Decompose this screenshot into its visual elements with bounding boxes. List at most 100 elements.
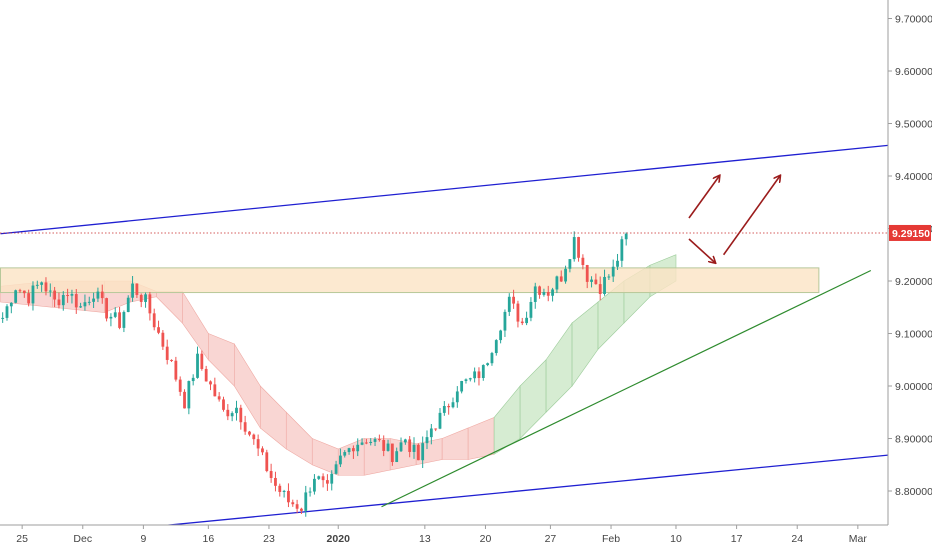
candle [170,359,173,362]
ichimoku-cloud-segment [260,385,287,450]
candle [399,437,403,452]
x-tick-label: 25 [16,533,28,545]
candle [187,380,191,415]
candle-body [122,312,126,328]
candle [421,436,425,469]
candle-body [598,284,602,294]
candle [5,304,9,321]
candle-body [235,407,238,414]
candle [447,403,451,415]
ichimoku-cloud-segment [493,385,521,455]
candle-body [624,233,628,240]
resistance-zone [0,267,820,294]
candle [486,362,490,367]
ichimoku-cloud-segment [519,359,547,440]
candle [213,377,217,397]
candle-body [291,502,295,505]
candle-body [213,384,217,397]
candle-body [105,298,108,319]
candle-body [157,327,160,333]
candle [408,436,412,458]
candle [109,313,113,327]
candle-body [53,290,57,300]
candle [48,283,52,297]
candle [620,236,624,268]
candle-body [261,448,264,453]
ichimoku-cloud-segment [208,333,235,387]
candle-body [412,444,416,452]
candle-body [44,282,48,292]
candle-body [239,407,243,423]
candle [395,447,399,463]
candle [603,269,606,296]
candle [83,294,87,311]
candle-body [282,490,286,492]
candle-body [503,311,507,331]
candle [360,438,364,446]
candle [196,346,199,379]
candle-body [83,302,87,307]
ichimoku-cloud-segment [234,342,261,430]
candle [66,288,70,303]
x-tick-label: 27 [545,533,557,545]
candle [53,286,57,308]
candle [572,231,576,262]
candle [191,374,195,386]
candle [217,392,221,402]
candle [9,302,13,314]
candle [235,400,238,421]
candle-body [516,303,520,322]
candle-body [399,442,403,452]
candle [287,483,290,508]
candle [538,285,541,299]
candle [113,307,117,319]
candle [278,483,282,497]
candle-body [152,313,156,328]
candle [304,485,308,517]
y-tick-label: 8.90000 [895,434,932,446]
candle-body [96,291,100,299]
candle-body [512,296,516,304]
candle-body [416,444,420,461]
candle [74,289,78,314]
candle [118,306,121,330]
candle-body [300,508,303,511]
candle [564,265,567,284]
candle-body [170,359,173,361]
candle-body [559,276,563,282]
ichimoku-cloud-segment [156,291,183,324]
candle [369,438,373,446]
candle [122,310,126,333]
candle-body [603,276,606,294]
candle [1,312,5,323]
candle [326,474,329,491]
candle-body [61,295,65,306]
channel-upper-line [0,144,888,235]
candle-body [57,299,61,306]
ichimoku-cloud-segment [285,411,313,466]
candle-body [542,292,546,295]
ichimoku-cloud-segment [363,438,391,476]
candle-body [364,442,368,444]
candle-body [481,365,485,379]
candle [533,282,537,309]
candle [585,264,589,289]
candle-body [395,451,399,463]
candle-body [590,279,593,282]
candle [22,290,26,298]
candle-body [109,316,113,319]
candle-body [278,485,282,492]
x-tick-label: Mar [849,533,868,545]
candle [425,430,429,450]
candle-body [347,448,351,453]
candle [473,367,477,383]
candle-body [217,396,221,400]
candle [92,292,95,309]
candle [27,289,31,307]
candle [546,285,550,302]
candle [317,475,321,480]
candle [507,293,511,316]
ichimoku-cloud-segment [571,301,599,387]
